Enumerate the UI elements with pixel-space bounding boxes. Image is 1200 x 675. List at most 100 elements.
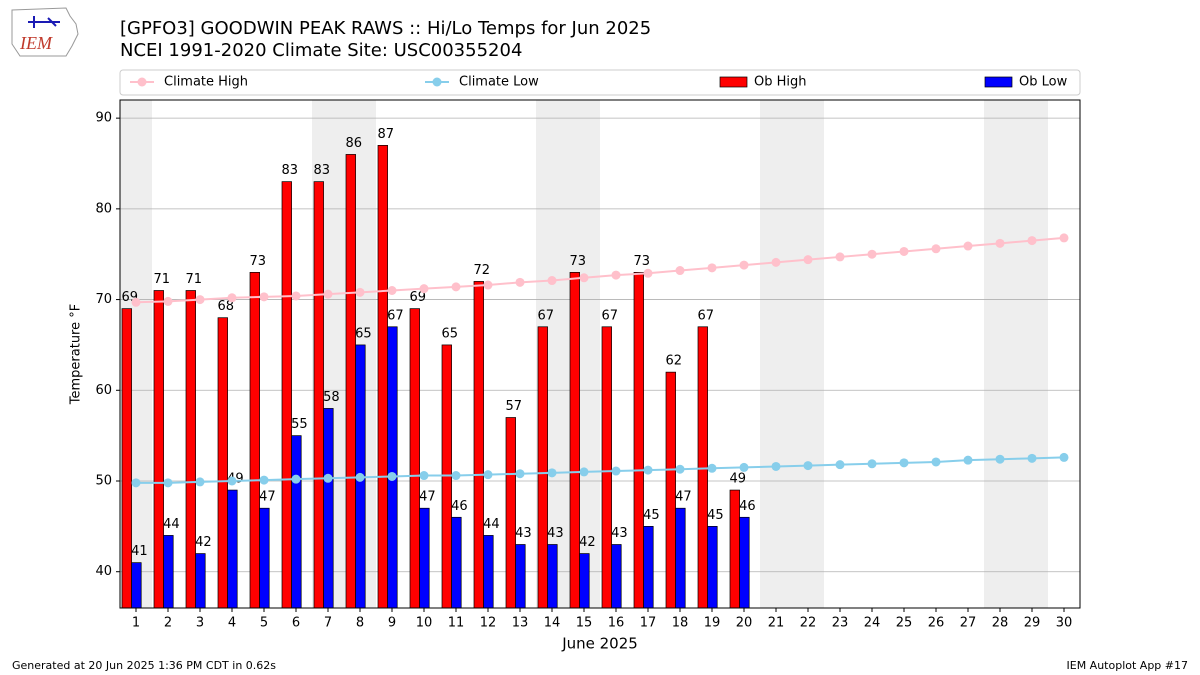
x-tick-label: 22 — [800, 616, 817, 631]
line-marker — [515, 469, 525, 479]
bar — [483, 535, 494, 609]
bar — [611, 544, 622, 609]
bar — [515, 544, 526, 609]
bar-value-label: 58 — [323, 390, 340, 405]
x-tick-label: 27 — [960, 616, 977, 631]
bar — [227, 489, 238, 609]
bar — [153, 290, 164, 609]
bar-value-label: 44 — [483, 517, 500, 532]
bar — [345, 154, 356, 609]
line-marker — [963, 241, 973, 251]
bar — [259, 507, 270, 609]
x-tick-label: 19 — [704, 616, 721, 631]
x-tick-label: 24 — [864, 616, 881, 631]
legend-box — [119, 69, 1081, 96]
line-marker — [323, 473, 333, 483]
legend-swatch — [984, 76, 1013, 88]
bar — [131, 562, 142, 609]
bar-value-label: 62 — [666, 354, 683, 369]
x-tick-label: 26 — [928, 616, 945, 631]
x-tick-label: 3 — [196, 616, 204, 631]
bar-value-label: 43 — [611, 526, 628, 541]
bar-value-label: 41 — [131, 544, 148, 559]
bar — [185, 290, 196, 609]
line-marker — [195, 477, 205, 487]
line-marker — [931, 244, 941, 254]
line-marker — [259, 292, 269, 302]
bar — [579, 553, 590, 609]
bar — [547, 544, 558, 609]
bar — [697, 326, 708, 609]
line — [135, 236, 1065, 304]
line — [136, 456, 1065, 484]
weekend-shade — [760, 100, 792, 608]
footer-left: Generated at 20 Jun 2025 1:36 PM CDT in … — [12, 659, 276, 672]
bar — [291, 435, 302, 609]
bar-value-label: 83 — [282, 163, 299, 178]
x-tick-label: 18 — [672, 616, 689, 631]
line-marker — [515, 277, 525, 287]
line-marker — [611, 466, 621, 476]
x-tick-label: 4 — [228, 616, 236, 631]
bar-value-label: 87 — [378, 127, 395, 142]
line-marker — [163, 478, 173, 488]
chart-subtitle: NCEI 1991-2020 Climate Site: USC00355204 — [120, 40, 522, 61]
bar — [601, 326, 612, 609]
bar — [739, 516, 750, 609]
line-marker — [707, 263, 717, 273]
bar-value-label: 71 — [186, 272, 203, 287]
bar-value-label: 45 — [707, 508, 724, 523]
logo-text: IEM — [19, 33, 53, 53]
bar — [377, 145, 388, 609]
bar-value-label: 43 — [515, 526, 532, 541]
line-marker — [227, 293, 237, 303]
bar-value-label: 67 — [387, 308, 404, 323]
x-tick-label: 30 — [1056, 616, 1073, 631]
line-marker — [451, 282, 461, 292]
line-marker — [611, 270, 621, 280]
line-marker — [547, 276, 557, 286]
line-marker — [643, 465, 653, 475]
bar-value-label: 44 — [163, 517, 180, 532]
bar-value-label: 46 — [451, 499, 468, 514]
weekend-shade — [984, 100, 1016, 608]
line-marker — [1027, 453, 1037, 463]
x-tick-label: 25 — [896, 616, 913, 631]
line-marker — [643, 268, 653, 278]
line-marker — [419, 471, 429, 481]
bar — [451, 516, 462, 609]
line-marker — [131, 478, 141, 488]
x-tick-label: 1 — [132, 616, 140, 631]
x-tick-label: 6 — [292, 616, 300, 631]
line-marker — [995, 454, 1005, 464]
line-marker — [963, 455, 973, 465]
y-axis-label: Temperature °F — [69, 304, 84, 405]
bar-value-label: 65 — [442, 326, 459, 341]
line-marker — [483, 470, 493, 480]
x-axis-label: June 2025 — [561, 635, 638, 653]
line-marker — [675, 266, 685, 276]
bar — [163, 535, 174, 609]
legend-label: Ob High — [754, 75, 807, 90]
line-marker — [1059, 233, 1069, 243]
logo: IEM — [11, 7, 79, 57]
x-tick-label: 21 — [768, 616, 785, 631]
line-marker — [803, 255, 813, 265]
bar-value-label: 72 — [474, 263, 491, 278]
x-tick-label: 8 — [356, 616, 364, 631]
legend-swatch — [432, 77, 442, 87]
legend-label: Climate High — [164, 75, 248, 90]
x-tick-label: 23 — [832, 616, 849, 631]
bar-value-label: 65 — [355, 326, 372, 341]
bar-value-label: 47 — [675, 490, 692, 505]
bar — [281, 181, 292, 609]
line-marker — [323, 289, 333, 299]
y-tick-label: 90 — [95, 111, 112, 126]
weekend-shade — [792, 100, 824, 608]
legend-label: Ob Low — [1019, 75, 1068, 90]
bar — [569, 272, 580, 609]
line-marker — [835, 252, 845, 262]
bar — [409, 308, 420, 609]
